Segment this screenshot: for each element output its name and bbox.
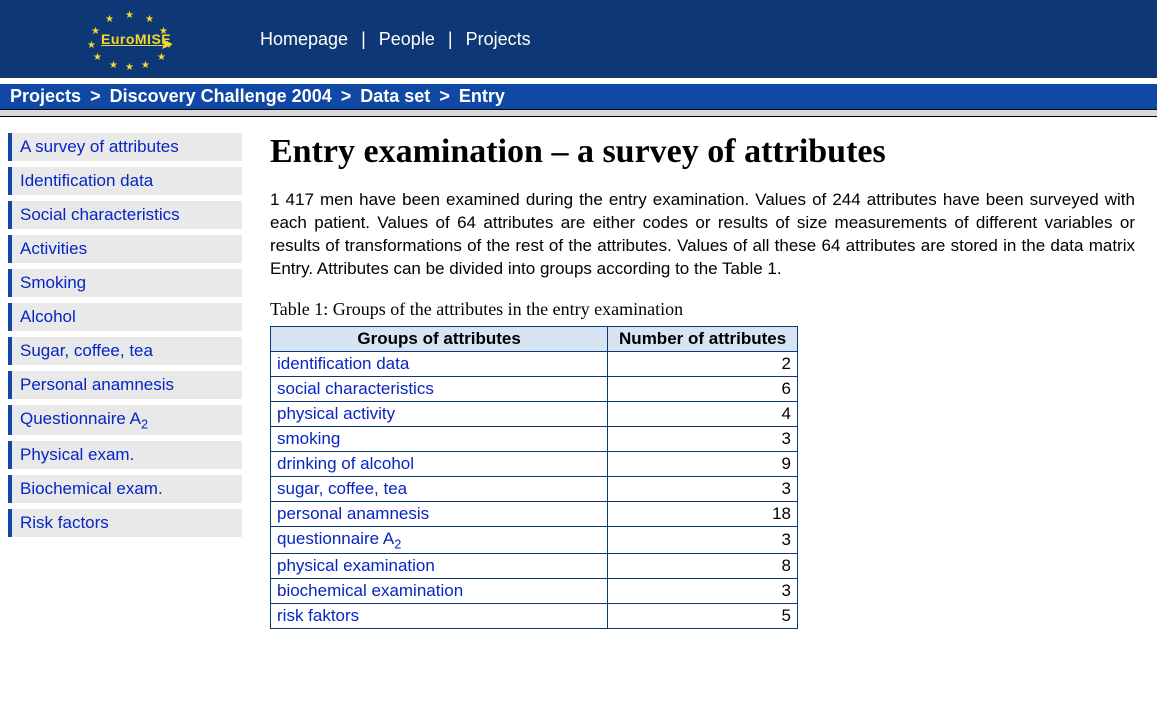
count-cell: 3 [608,476,798,501]
site-header: ★ ★ ★ ★ ★ ★ ★ ★ ★ ★ ★ ★ EuroMISE ➤ Homep… [0,0,1157,78]
table-row: physical activity 4 [271,401,798,426]
group-cell: smoking [271,426,608,451]
group-link[interactable]: identification data [277,354,409,373]
group-link[interactable]: questionnaire A2 [277,529,401,548]
count-cell: 18 [608,501,798,526]
group-cell: social characteristics [271,376,608,401]
group-link[interactable]: sugar, coffee, tea [277,479,407,498]
breadcrumb-dataset[interactable]: Data set [360,86,430,106]
group-cell: questionnaire A2 [271,526,608,553]
group-link[interactable]: drinking of alcohol [277,454,414,473]
nav-projects[interactable]: Projects [466,29,531,49]
nav-people[interactable]: People [379,29,435,49]
group-link[interactable]: risk faktors [277,606,359,625]
group-cell: risk faktors [271,604,608,629]
table-row: identification data 2 [271,351,798,376]
page-title: Entry examination – a survey of attribut… [270,133,1135,171]
sidebar-item[interactable]: Identification data [8,167,242,195]
sidebar-item[interactable]: A survey of attributes [8,133,242,161]
sidebar-link[interactable]: Social characteristics [20,205,180,224]
breadcrumb-challenge[interactable]: Discovery Challenge 2004 [110,86,332,106]
table-row: risk faktors 5 [271,604,798,629]
sidebar-link[interactable]: Identification data [20,171,153,190]
group-cell: biochemical examination [271,579,608,604]
col-groups: Groups of attributes [271,326,608,351]
table-row: smoking 3 [271,426,798,451]
top-nav: Homepage | People | Projects [260,29,531,50]
group-cell: physical activity [271,401,608,426]
group-cell: sugar, coffee, tea [271,476,608,501]
count-cell: 8 [608,554,798,579]
sidebar-item[interactable]: Personal anamnesis [8,371,242,399]
count-cell: 3 [608,526,798,553]
logo-container: ★ ★ ★ ★ ★ ★ ★ ★ ★ ★ ★ ★ EuroMISE ➤ [0,11,260,67]
main-content: Entry examination – a survey of attribut… [248,133,1157,649]
nav-separator: | [448,29,453,49]
nav-separator: | [361,29,366,49]
group-cell: personal anamnesis [271,501,608,526]
group-link[interactable]: physical activity [277,404,395,423]
count-cell: 3 [608,579,798,604]
group-link[interactable]: biochemical examination [277,581,463,600]
col-number: Number of attributes [608,326,798,351]
count-cell: 9 [608,451,798,476]
table-row: personal anamnesis 18 [271,501,798,526]
table-caption: Table 1: Groups of the attributes in the… [270,299,1135,320]
group-link[interactable]: social characteristics [277,379,434,398]
table-row: sugar, coffee, tea 3 [271,476,798,501]
sidebar-link[interactable]: Alcohol [20,307,76,326]
sidebar-link[interactable]: Smoking [20,273,86,292]
table-row: drinking of alcohol 9 [271,451,798,476]
sidebar-item[interactable]: Activities [8,235,242,263]
sidebar-item[interactable]: Physical exam. [8,441,242,469]
sidebar-link[interactable]: Activities [20,239,87,258]
group-cell: physical examination [271,554,608,579]
sidebar-item[interactable]: Risk factors [8,509,242,537]
count-cell: 6 [608,376,798,401]
sidebar-link[interactable]: Physical exam. [20,445,134,464]
table-row: social characteristics 6 [271,376,798,401]
table-row: questionnaire A2 3 [271,526,798,553]
table-row: physical examination 8 [271,554,798,579]
sidebar-item[interactable]: Sugar, coffee, tea [8,337,242,365]
sidebar-link[interactable]: Questionnaire A2 [20,409,148,428]
group-link[interactable]: physical examination [277,556,435,575]
sidebar-item[interactable]: Alcohol [8,303,242,331]
attributes-table: Groups of attributes Number of attribute… [270,326,798,629]
group-cell: drinking of alcohol [271,451,608,476]
group-cell: identification data [271,351,608,376]
arrow-icon: ➤ [160,34,173,54]
count-cell: 5 [608,604,798,629]
breadcrumb-projects[interactable]: Projects [10,86,81,106]
intro-paragraph: 1 417 men have been examined during the … [270,189,1135,281]
sidebar: A survey of attributes Identification dat… [0,133,248,543]
count-cell: 3 [608,426,798,451]
table-row: biochemical examination 3 [271,579,798,604]
sidebar-item[interactable]: Social characteristics [8,201,242,229]
sidebar-link[interactable]: Risk factors [20,513,109,532]
breadcrumb: Projects > Discovery Challenge 2004 > Da… [0,84,1157,109]
sidebar-link[interactable]: A survey of attributes [20,137,179,156]
sidebar-item[interactable]: Questionnaire A2 [8,405,242,435]
group-link[interactable]: personal anamnesis [277,504,429,523]
group-link[interactable]: smoking [277,429,340,448]
sidebar-item[interactable]: Smoking [8,269,242,297]
nav-homepage[interactable]: Homepage [260,29,348,49]
sidebar-link[interactable]: Personal anamnesis [20,375,174,394]
count-cell: 4 [608,401,798,426]
sidebar-link[interactable]: Biochemical exam. [20,479,163,498]
sidebar-item[interactable]: Biochemical exam. [8,475,242,503]
logo[interactable]: ★ ★ ★ ★ ★ ★ ★ ★ ★ ★ ★ ★ EuroMISE ➤ [75,11,185,67]
breadcrumb-entry[interactable]: Entry [459,86,505,106]
count-cell: 2 [608,351,798,376]
divider-stripe [0,109,1157,117]
sidebar-link[interactable]: Sugar, coffee, tea [20,341,153,360]
